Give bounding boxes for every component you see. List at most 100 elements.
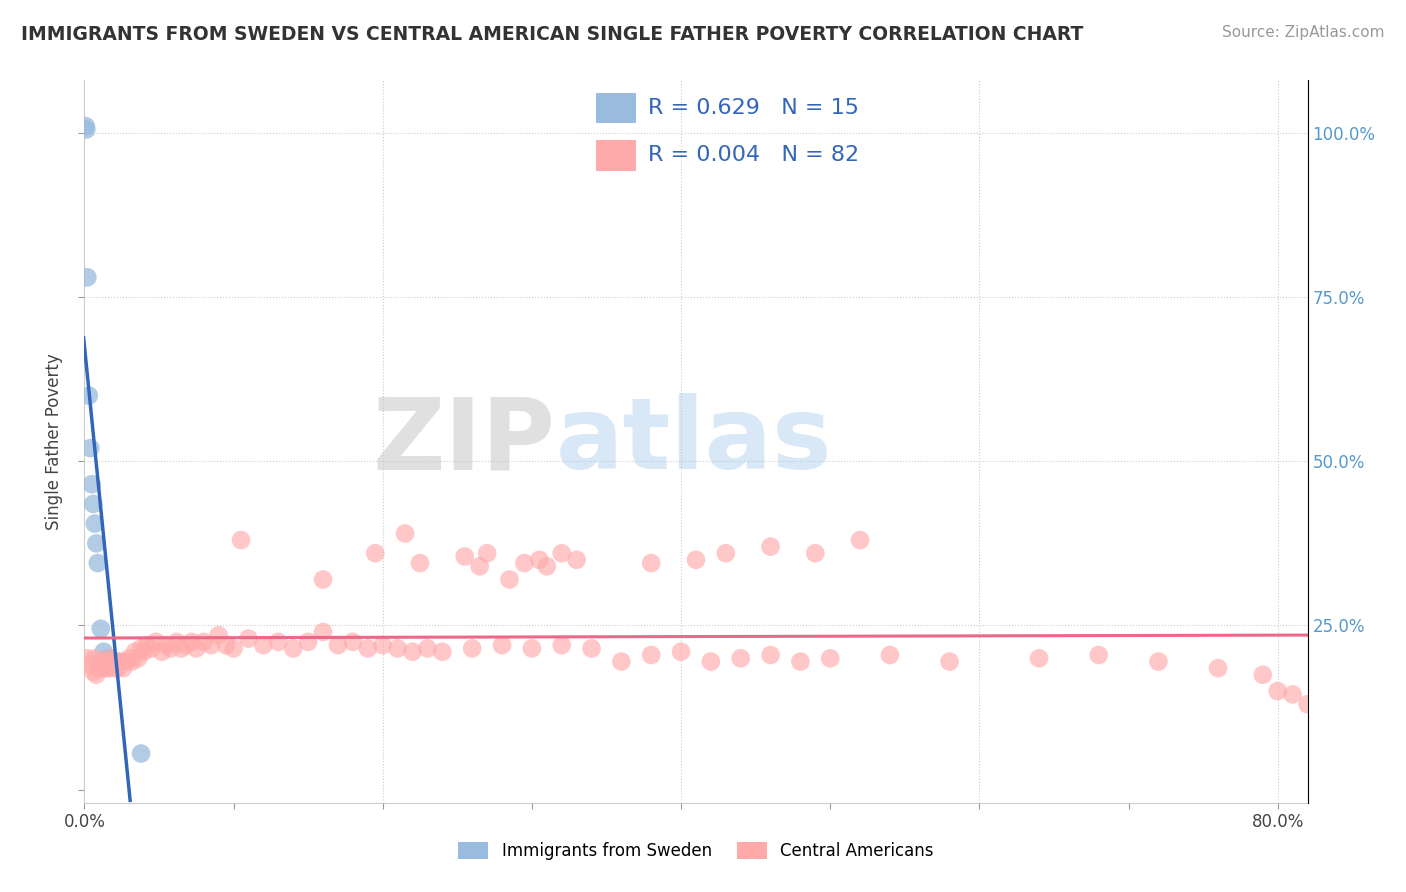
- Point: [789, 655, 811, 669]
- Point: [76, 651, 98, 665]
- Point: [267, 635, 290, 649]
- Point: [124, 645, 146, 659]
- Point: [468, 559, 491, 574]
- Point: [150, 645, 173, 659]
- Point: [685, 553, 707, 567]
- Point: [174, 638, 197, 652]
- Point: [938, 655, 960, 669]
- Point: [76, 270, 98, 285]
- Point: [121, 655, 143, 669]
- Point: [215, 638, 238, 652]
- Point: [129, 641, 152, 656]
- Point: [700, 655, 723, 669]
- Point: [475, 546, 498, 560]
- Point: [75, 122, 97, 136]
- Point: [1206, 661, 1229, 675]
- Point: [170, 641, 193, 656]
- Point: [108, 655, 131, 669]
- Point: [90, 622, 112, 636]
- Point: [669, 645, 692, 659]
- Point: [155, 638, 177, 652]
- Point: [105, 661, 128, 675]
- Point: [565, 553, 588, 567]
- Point: [326, 638, 349, 652]
- Point: [84, 536, 107, 550]
- Point: [409, 556, 432, 570]
- Point: [1147, 655, 1170, 669]
- Point: [79, 657, 101, 672]
- Point: [82, 497, 104, 511]
- Point: [145, 635, 167, 649]
- Point: [849, 533, 872, 547]
- Point: [312, 573, 335, 587]
- Point: [82, 665, 104, 679]
- Point: [97, 661, 120, 675]
- Point: [83, 516, 105, 531]
- Point: [79, 441, 101, 455]
- Point: [1267, 684, 1289, 698]
- Text: ZIP: ZIP: [373, 393, 555, 490]
- Point: [1296, 698, 1319, 712]
- FancyBboxPatch shape: [596, 140, 636, 170]
- Legend: Immigrants from Sweden, Central Americans: Immigrants from Sweden, Central American…: [451, 835, 941, 867]
- Point: [252, 638, 274, 652]
- Point: [432, 645, 454, 659]
- Y-axis label: Single Father Poverty: Single Father Poverty: [45, 353, 63, 530]
- Point: [100, 655, 122, 669]
- Point: [87, 556, 110, 570]
- Point: [1028, 651, 1050, 665]
- Point: [371, 638, 394, 652]
- Point: [93, 655, 115, 669]
- Point: [818, 651, 841, 665]
- Point: [97, 651, 120, 665]
- Point: [90, 655, 112, 669]
- Text: atlas: atlas: [555, 393, 832, 490]
- Point: [103, 655, 125, 669]
- Point: [89, 661, 111, 675]
- Text: R = 0.629   N = 15: R = 0.629 N = 15: [648, 98, 859, 118]
- Point: [551, 546, 574, 560]
- Point: [207, 628, 229, 642]
- Point: [640, 648, 662, 662]
- Point: [141, 641, 163, 656]
- Point: [297, 635, 319, 649]
- Point: [551, 638, 574, 652]
- Point: [401, 645, 423, 659]
- Point: [536, 559, 558, 574]
- Point: [96, 657, 118, 672]
- Point: [166, 635, 188, 649]
- Point: [387, 641, 409, 656]
- Point: [759, 540, 782, 554]
- Point: [105, 655, 128, 669]
- Point: [238, 632, 260, 646]
- Point: [1312, 704, 1334, 718]
- Point: [129, 747, 152, 761]
- Point: [75, 120, 97, 134]
- Point: [283, 641, 305, 656]
- Point: [94, 661, 117, 675]
- Point: [759, 648, 782, 662]
- Point: [229, 533, 252, 547]
- Point: [180, 635, 202, 649]
- Point: [730, 651, 752, 665]
- Point: [1281, 687, 1303, 701]
- Point: [342, 635, 364, 649]
- Point: [80, 477, 103, 491]
- Point: [581, 641, 603, 656]
- FancyBboxPatch shape: [596, 93, 636, 123]
- Point: [98, 651, 121, 665]
- Point: [127, 651, 149, 665]
- Point: [118, 651, 141, 665]
- Point: [91, 661, 114, 675]
- Point: [87, 657, 110, 672]
- Point: [77, 388, 100, 402]
- Point: [93, 645, 115, 659]
- Point: [84, 667, 107, 681]
- Point: [498, 573, 520, 587]
- Point: [222, 641, 245, 656]
- Point: [416, 641, 439, 656]
- Point: [804, 546, 827, 560]
- Point: [83, 651, 105, 665]
- Point: [1251, 667, 1274, 681]
- Point: [1087, 648, 1109, 662]
